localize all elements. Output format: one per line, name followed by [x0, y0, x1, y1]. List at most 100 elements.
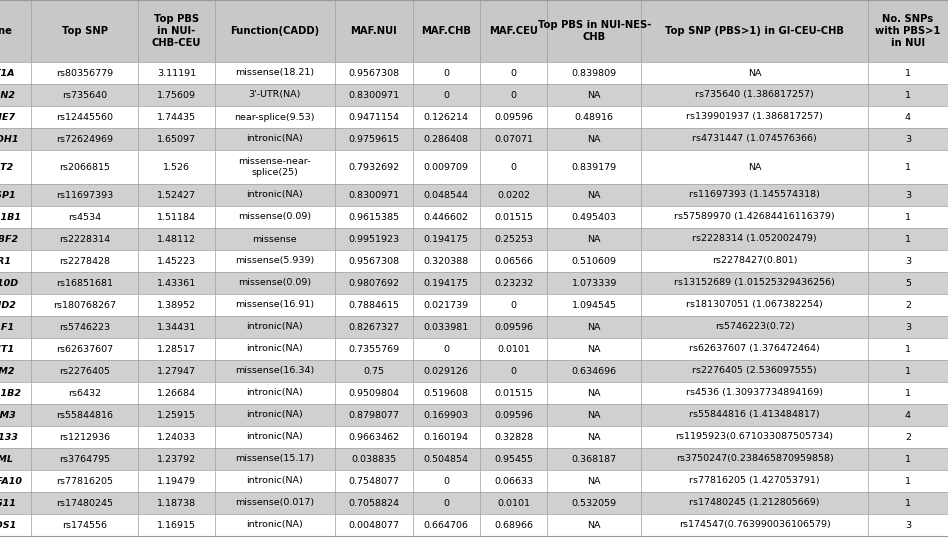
Text: 0.8267327: 0.8267327	[348, 323, 399, 331]
Bar	[31, 382, 138, 404]
Bar	[412, 84, 480, 106]
Bar	[867, 470, 948, 492]
Text: rs174547(0.763990036106579): rs174547(0.763990036106579)	[679, 520, 830, 530]
Text: 1.526: 1.526	[163, 163, 190, 171]
Text: rs55844816: rs55844816	[56, 411, 113, 419]
Bar	[867, 0, 948, 62]
Text: 0.01515: 0.01515	[494, 212, 533, 222]
Bar	[31, 470, 138, 492]
Text: 0.9509804: 0.9509804	[348, 389, 399, 397]
Bar	[31, 492, 138, 514]
Bar	[642, 150, 867, 184]
Bar	[547, 470, 642, 492]
Bar	[0, 404, 31, 426]
Bar	[335, 448, 412, 470]
Text: intronic(NA): intronic(NA)	[246, 389, 303, 397]
Text: NA: NA	[748, 68, 761, 78]
Text: 1.18738: 1.18738	[157, 498, 196, 507]
Text: MAF.CHB: MAF.CHB	[422, 26, 471, 36]
Text: 1: 1	[905, 454, 911, 464]
Text: 1: 1	[905, 234, 911, 244]
Bar	[480, 360, 547, 382]
Text: 0: 0	[511, 300, 517, 310]
Text: intronic(NA): intronic(NA)	[246, 345, 303, 353]
Bar	[480, 84, 547, 106]
Bar	[480, 272, 547, 294]
Bar	[867, 382, 948, 404]
Bar	[412, 206, 480, 228]
Bar	[0, 84, 31, 106]
Bar	[31, 206, 138, 228]
Bar	[867, 84, 948, 106]
Text: 3: 3	[905, 257, 911, 265]
Text: 1.34431: 1.34431	[157, 323, 196, 331]
Text: intronic(NA): intronic(NA)	[246, 323, 303, 331]
Bar	[215, 228, 335, 250]
Text: rs1212936: rs1212936	[59, 432, 110, 442]
Bar	[480, 184, 547, 206]
Text: rs174556: rs174556	[63, 520, 107, 530]
Bar	[642, 84, 867, 106]
Text: 0.510609: 0.510609	[572, 257, 617, 265]
Text: 0.532059: 0.532059	[572, 498, 617, 507]
Bar	[215, 294, 335, 316]
Text: 0.0048077: 0.0048077	[348, 520, 399, 530]
Bar	[642, 184, 867, 206]
Text: rs735640 (1.386817257): rs735640 (1.386817257)	[695, 91, 814, 99]
Text: 4: 4	[905, 411, 911, 419]
Text: 1.28517: 1.28517	[157, 345, 196, 353]
Text: 0.9807692: 0.9807692	[348, 278, 399, 288]
Text: Top SNP: Top SNP	[62, 26, 108, 36]
Bar	[412, 470, 480, 492]
Bar	[412, 62, 480, 84]
Text: 1.38952: 1.38952	[157, 300, 196, 310]
Bar	[138, 62, 215, 84]
Text: SMML: SMML	[0, 454, 14, 464]
Bar	[480, 106, 547, 128]
Text: 0.09596: 0.09596	[494, 411, 533, 419]
Bar	[138, 272, 215, 294]
Bar	[0, 492, 31, 514]
Bar	[0, 150, 31, 184]
Bar	[867, 404, 948, 426]
Bar	[642, 0, 867, 62]
Text: Top PBS in NUI-NES-
CHB: Top PBS in NUI-NES- CHB	[538, 20, 651, 42]
Text: NA: NA	[588, 91, 601, 99]
Text: NA: NA	[588, 432, 601, 442]
Bar	[547, 426, 642, 448]
Text: 0.839179: 0.839179	[572, 163, 617, 171]
Text: LGSM3: LGSM3	[0, 411, 16, 419]
Text: 0.48916: 0.48916	[574, 112, 614, 122]
Bar	[335, 492, 412, 514]
Text: Top SNP (PBS>1) in GI-CEU-CHB: Top SNP (PBS>1) in GI-CEU-CHB	[665, 26, 844, 36]
Text: 0.8300971: 0.8300971	[348, 91, 399, 99]
Text: 0: 0	[444, 498, 449, 507]
Text: 0.446602: 0.446602	[424, 212, 469, 222]
Text: near-splice(9.53): near-splice(9.53)	[234, 112, 315, 122]
Text: 0.95455: 0.95455	[494, 454, 533, 464]
Bar	[412, 360, 480, 382]
Bar	[642, 492, 867, 514]
Text: rs2066815: rs2066815	[59, 163, 110, 171]
Bar	[642, 404, 867, 426]
Text: 1.51184: 1.51184	[157, 212, 196, 222]
Text: 0: 0	[511, 68, 517, 78]
Text: 0.07071: 0.07071	[494, 134, 533, 144]
Text: 1.52427: 1.52427	[157, 191, 196, 199]
Bar	[138, 448, 215, 470]
Text: MAF.CEU: MAF.CEU	[489, 26, 538, 36]
Text: MADS1: MADS1	[0, 520, 17, 530]
Text: 1.19479: 1.19479	[157, 477, 196, 485]
Text: 1.74435: 1.74435	[157, 112, 196, 122]
Bar	[138, 492, 215, 514]
Text: NA: NA	[588, 323, 601, 331]
Text: missense(0.017): missense(0.017)	[235, 498, 315, 507]
Text: 1.27947: 1.27947	[157, 366, 196, 376]
Text: 1.26684: 1.26684	[157, 389, 196, 397]
Text: 0.06633: 0.06633	[494, 477, 534, 485]
Text: GASP1: GASP1	[0, 191, 16, 199]
Text: 0.8798077: 0.8798077	[348, 411, 399, 419]
Text: rs2276405: rs2276405	[59, 366, 110, 376]
Bar	[547, 206, 642, 228]
Bar	[412, 272, 480, 294]
